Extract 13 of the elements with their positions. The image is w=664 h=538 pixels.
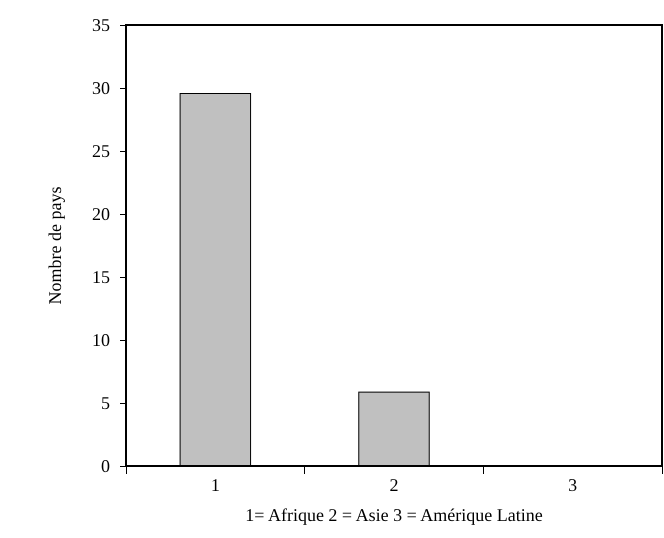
y-tick-label: 30 — [92, 78, 110, 98]
y-tick-label: 5 — [101, 393, 110, 413]
x-tick-label: 2 — [390, 475, 398, 495]
y-tick-label: 10 — [92, 330, 110, 350]
x-tick-label: 1 — [210, 475, 220, 495]
y-tick-label: 25 — [92, 141, 110, 161]
y-axis-title: Nombre de pays — [45, 186, 65, 304]
y-tick-label: 35 — [92, 15, 110, 35]
y-tick-label: 20 — [92, 204, 110, 224]
x-axis-title: 1= Afrique 2 = Asie 3 = Amérique Latine — [245, 505, 543, 525]
x-tick-label: 3 — [568, 475, 578, 495]
y-tick-label: 15 — [92, 267, 110, 287]
y-tick-label: 0 — [101, 456, 110, 476]
